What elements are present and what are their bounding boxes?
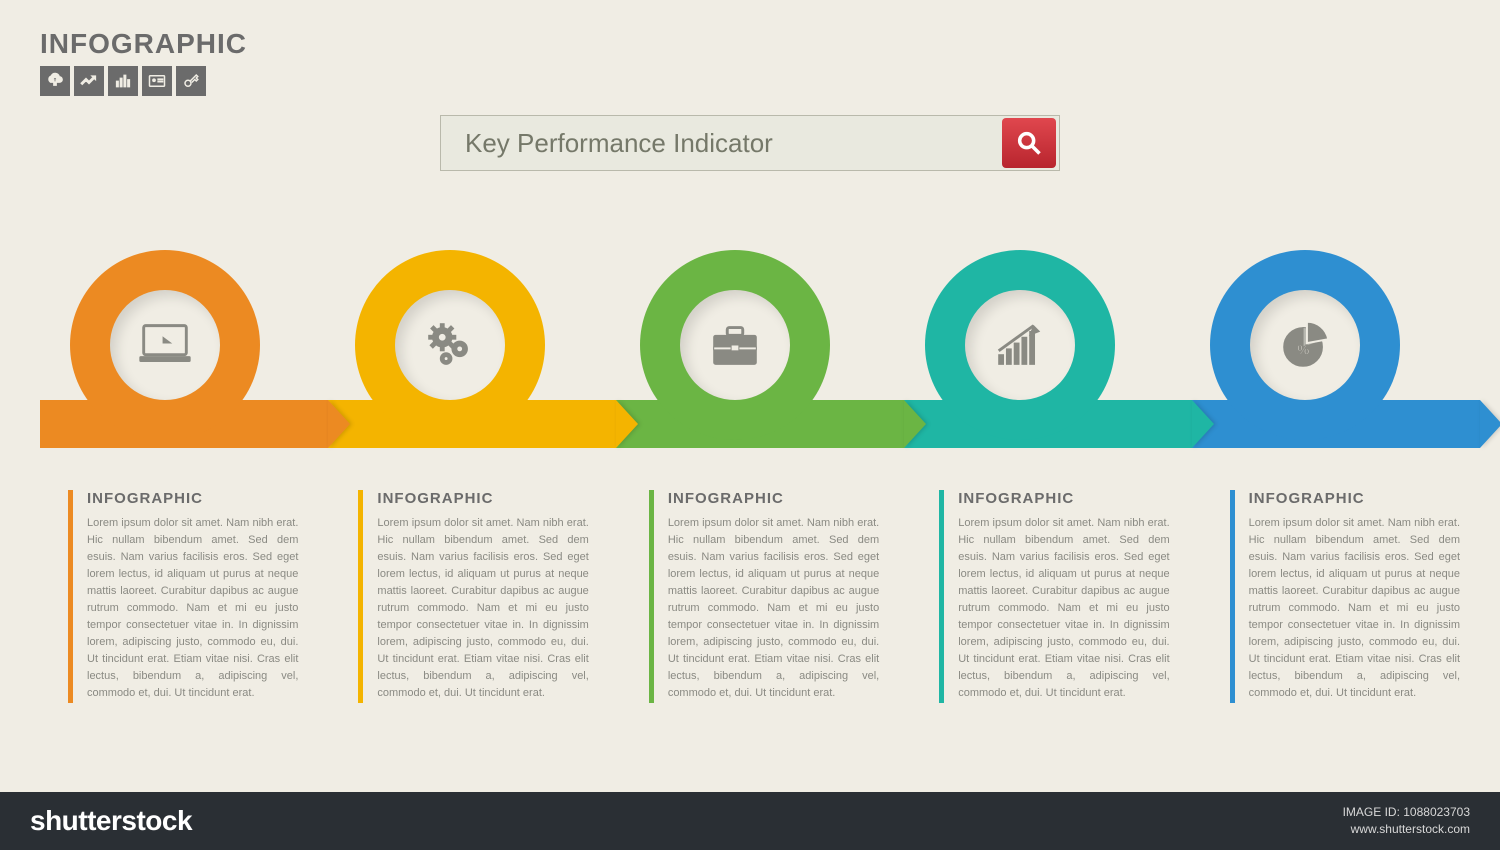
briefcase-icon bbox=[680, 290, 790, 400]
text-columns: INFOGRAPHIC Lorem ipsum dolor sit amet. … bbox=[68, 490, 1460, 703]
footer-brand: shutterstock bbox=[30, 805, 192, 837]
column-body: Lorem ipsum dolor sit amet. Nam nibh era… bbox=[377, 515, 588, 703]
column-5: INFOGRAPHIC Lorem ipsum dolor sit amet. … bbox=[1230, 490, 1460, 703]
column-heading: INFOGRAPHIC bbox=[668, 490, 879, 507]
header-logo: INFOGRAPHIC bbox=[40, 28, 247, 96]
column-heading: INFOGRAPHIC bbox=[1249, 490, 1460, 507]
laptop-icon bbox=[110, 290, 220, 400]
column-heading: INFOGRAPHIC bbox=[377, 490, 588, 507]
footer-image-id: IMAGE ID: 1088023703 bbox=[1343, 804, 1470, 821]
column-heading: INFOGRAPHIC bbox=[958, 490, 1169, 507]
footer-site: www.shutterstock.com bbox=[1343, 821, 1470, 838]
key-icon bbox=[176, 66, 206, 96]
pie-chart-icon: % bbox=[1250, 290, 1360, 400]
column-body: Lorem ipsum dolor sit amet. Nam nibh era… bbox=[87, 515, 298, 703]
column-3: INFOGRAPHIC Lorem ipsum dolor sit amet. … bbox=[649, 490, 879, 703]
header-icon-row bbox=[40, 66, 247, 96]
svg-text:%: % bbox=[1297, 343, 1309, 358]
loop-5: % bbox=[1210, 250, 1400, 440]
footer-bar: shutterstock IMAGE ID: 1088023703 www.sh… bbox=[0, 792, 1500, 850]
column-body: Lorem ipsum dolor sit amet. Nam nibh era… bbox=[1249, 515, 1460, 703]
loop-3 bbox=[640, 250, 830, 440]
search-bar: Key Performance Indicator bbox=[440, 115, 1060, 171]
header-title: INFOGRAPHIC bbox=[40, 28, 247, 60]
line-chart-icon bbox=[965, 290, 1075, 400]
search-label: Key Performance Indicator bbox=[465, 128, 1002, 159]
column-4: INFOGRAPHIC Lorem ipsum dolor sit amet. … bbox=[939, 490, 1169, 703]
gears-icon bbox=[395, 290, 505, 400]
column-body: Lorem ipsum dolor sit amet. Nam nibh era… bbox=[958, 515, 1169, 703]
magnifier-icon bbox=[1015, 129, 1043, 157]
column-body: Lorem ipsum dolor sit amet. Nam nibh era… bbox=[668, 515, 879, 703]
cloud-upload-icon bbox=[40, 66, 70, 96]
bar-chart-icon bbox=[108, 66, 138, 96]
footer-meta: IMAGE ID: 1088023703 www.shutterstock.co… bbox=[1343, 804, 1470, 838]
id-card-icon bbox=[142, 66, 172, 96]
search-button[interactable] bbox=[1002, 118, 1056, 168]
timeline: % bbox=[40, 250, 1480, 470]
column-heading: INFOGRAPHIC bbox=[87, 490, 298, 507]
growth-chart-icon bbox=[74, 66, 104, 96]
column-1: INFOGRAPHIC Lorem ipsum dolor sit amet. … bbox=[68, 490, 298, 703]
loop-1 bbox=[70, 250, 260, 440]
loop-4 bbox=[925, 250, 1115, 440]
column-2: INFOGRAPHIC Lorem ipsum dolor sit amet. … bbox=[358, 490, 588, 703]
loop-2 bbox=[355, 250, 545, 440]
